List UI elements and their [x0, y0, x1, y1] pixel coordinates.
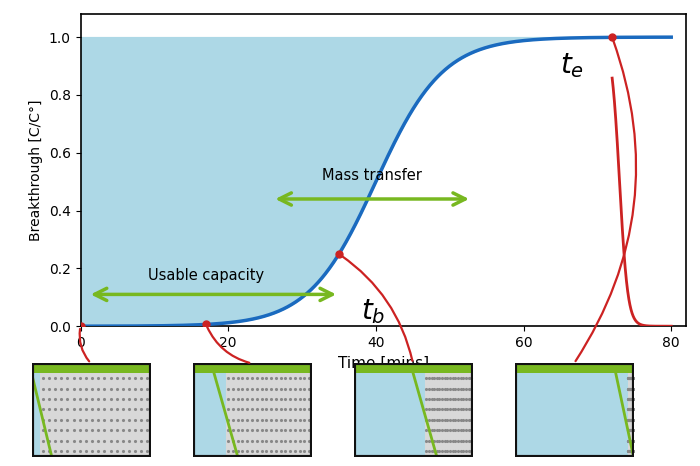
Text: Usable capacity: Usable capacity	[148, 268, 264, 283]
X-axis label: Time [mins]: Time [mins]	[337, 356, 429, 370]
Text: $t_b$: $t_b$	[361, 297, 386, 326]
Bar	[354, 363, 472, 373]
Bar	[193, 373, 226, 457]
Text: $t_e$: $t_e$	[561, 52, 584, 81]
Text: Mass transfer: Mass transfer	[322, 168, 422, 183]
Bar	[514, 363, 634, 373]
Bar	[32, 363, 150, 373]
Bar	[193, 363, 312, 373]
Y-axis label: Breakthrough [C/C°]: Breakthrough [C/C°]	[29, 99, 43, 241]
Bar	[32, 373, 40, 457]
Bar	[354, 373, 425, 457]
